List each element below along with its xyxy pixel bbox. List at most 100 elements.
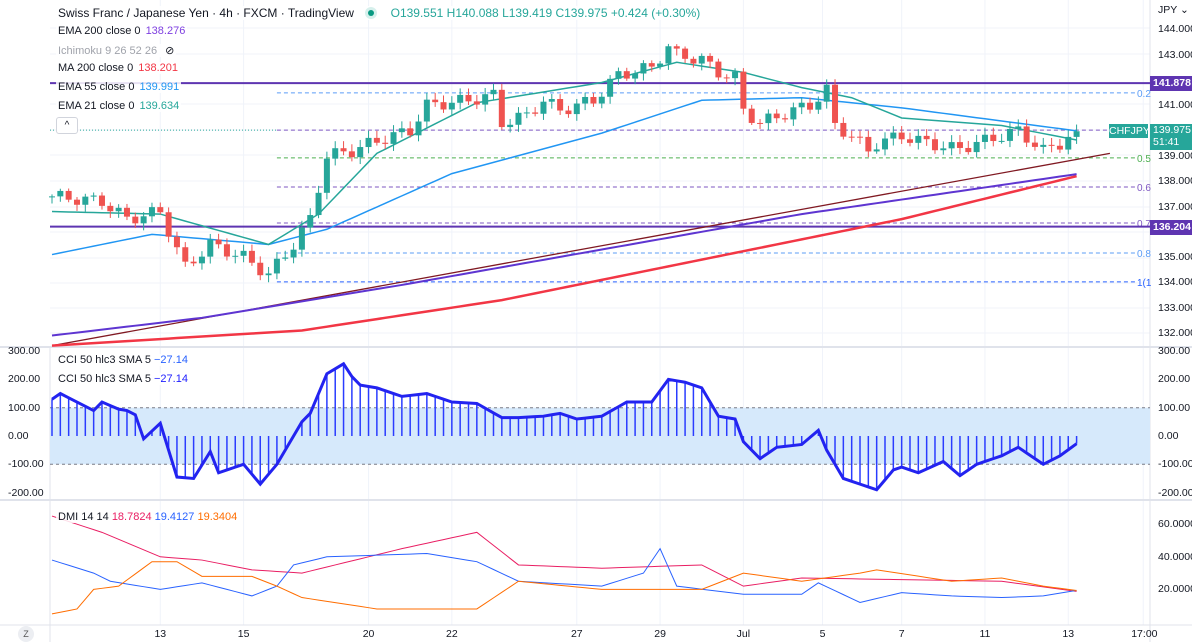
fib-level-label: 0.8 [1137, 249, 1151, 260]
candle [49, 196, 55, 198]
cci-axis-tick-right: 200.00 [1158, 373, 1191, 386]
time-axis-tick: 5 [819, 628, 826, 640]
candle [465, 94, 472, 102]
candle [498, 89, 505, 128]
candle [865, 136, 872, 152]
candle [732, 71, 739, 79]
candle [1040, 144, 1047, 147]
candle [657, 63, 664, 67]
candle [873, 149, 880, 152]
fib-level-label: 0.6 [1137, 183, 1151, 194]
ema200-line [51, 173, 1077, 337]
time-axis-tick: 13 [154, 628, 167, 640]
candle [673, 46, 680, 49]
dmi-axis-tick: 20.0000 [1158, 583, 1192, 596]
cci-axis-tick-left: 0.00 [8, 430, 29, 442]
price-level-label: 136.204 [1150, 219, 1192, 235]
candle [332, 148, 339, 159]
candle [632, 73, 639, 79]
indicator-legend-2[interactable]: MA 200 close 0 138.201 [56, 62, 180, 75]
fib-level-label: 0.7 [1137, 219, 1151, 230]
current-price-label: 139.975 51:41 [1150, 124, 1192, 151]
candle [448, 102, 455, 110]
time-axis-tick: 29 [654, 628, 666, 640]
candle [515, 112, 522, 125]
candle [507, 124, 514, 128]
candle [1015, 126, 1022, 129]
cci-axis-tick-right: 0.00 [1158, 430, 1179, 442]
candle [207, 239, 214, 257]
time-axis-tick: 11 [979, 628, 991, 640]
symbol-tag: CHFJPY [1109, 124, 1150, 139]
candle [973, 141, 980, 153]
chart-title-bar: Swiss Franc / Japanese Yen · 4h · FXCM ·… [56, 6, 703, 20]
candle [998, 140, 1005, 142]
candle [798, 102, 805, 108]
cci-line [51, 361, 1078, 492]
candle [373, 137, 380, 143]
candle [557, 99, 564, 111]
candle [707, 55, 714, 62]
cci-axis-tick-left: 300.00 [8, 345, 41, 358]
candle [848, 136, 855, 138]
candle [240, 250, 247, 256]
cci-axis-tick-right: -100.00 [1158, 458, 1192, 471]
candle [415, 121, 422, 136]
candle [532, 112, 539, 114]
indicator-legend-1[interactable]: Ichimoku 9 26 52 26 ⊘ [56, 43, 177, 57]
dmi-legend: DMI 14 14 18.7824 19.4127 19.3404 [56, 511, 240, 523]
candle [807, 102, 814, 110]
candle [565, 110, 572, 115]
time-axis-tick: 20 [362, 628, 375, 640]
candle [323, 158, 330, 193]
price-axis-tick: 132.000 [1158, 327, 1192, 339]
candle [182, 247, 189, 262]
candle [715, 61, 722, 78]
candle [482, 94, 489, 105]
collapse-legend-button[interactable]: ^ [56, 117, 78, 134]
candle [840, 122, 847, 137]
ema21-line [51, 61, 1077, 246]
candle [273, 258, 280, 274]
candle [65, 190, 72, 200]
candle [815, 101, 822, 110]
currency-selector[interactable]: JPY ⌄ [1158, 4, 1189, 16]
candle [640, 63, 647, 74]
candle [282, 257, 289, 259]
candle [440, 102, 447, 110]
indicator-legend-4[interactable]: EMA 21 close 0 139.634 [56, 99, 182, 112]
candle [398, 128, 405, 133]
indicator-legend-0[interactable]: EMA 200 close 0 138.276 [56, 25, 188, 37]
candle [82, 196, 89, 205]
candle [432, 99, 439, 103]
candle [1056, 145, 1063, 150]
candle [906, 139, 913, 143]
candle [382, 142, 389, 144]
cci-legend-1: CCI 50 hlc3 SMA 5 −27.14 [56, 354, 190, 366]
candle [1006, 128, 1013, 141]
candle [107, 205, 114, 212]
cci-axis-tick-right: 100.00 [1158, 401, 1191, 414]
cci-axis-tick-left: -200.00 [8, 486, 44, 499]
zoom-reset-button[interactable]: Z [18, 626, 34, 642]
candle [257, 262, 264, 276]
candle [782, 118, 789, 120]
candle [148, 207, 155, 217]
candle [665, 46, 672, 64]
ema55-line [51, 96, 1077, 256]
candle [682, 48, 689, 59]
candle [140, 216, 147, 224]
time-axis-tick: 7 [898, 628, 905, 640]
dmi-axis-tick: 60.0000 [1158, 518, 1192, 531]
ohlc-values: O139.551 H140.088 L139.419 C139.975 +0.4… [390, 6, 701, 20]
dmi-plus-di-line [51, 547, 1077, 603]
candle [773, 113, 780, 119]
cci-axis-tick-left: -100.00 [8, 458, 44, 471]
cci-axis-tick-right: -200.00 [1158, 486, 1192, 499]
indicator-legend-3[interactable]: EMA 55 close 0 139.991 [56, 81, 182, 94]
hidden-eye-icon[interactable]: ⊘ [162, 44, 175, 57]
market-status-icon [365, 7, 378, 19]
candle [173, 236, 180, 248]
candle [823, 84, 830, 102]
